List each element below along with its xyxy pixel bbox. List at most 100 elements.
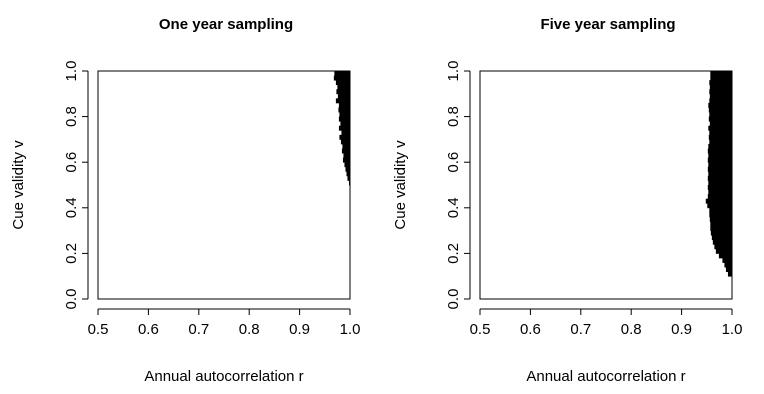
region-cell bbox=[341, 130, 350, 136]
region-cell bbox=[708, 189, 732, 195]
region-cell bbox=[710, 75, 732, 81]
region-cell bbox=[346, 171, 350, 177]
x-tick-label: 0.8 bbox=[239, 321, 260, 338]
x-tick-label: 0.7 bbox=[188, 321, 209, 338]
x-tick-label: 0.9 bbox=[289, 321, 310, 338]
region-cell bbox=[707, 148, 732, 154]
y-tick-label: 0.0 bbox=[63, 289, 80, 310]
region-cell bbox=[707, 166, 732, 172]
region-cell bbox=[708, 125, 732, 131]
region-cell bbox=[711, 235, 732, 241]
region-cell bbox=[724, 262, 732, 268]
region-cell bbox=[718, 253, 732, 259]
x-tick-label: 0.6 bbox=[138, 321, 159, 338]
region-cell bbox=[712, 239, 732, 245]
region-cell bbox=[709, 139, 732, 145]
y-tick-label: 0.4 bbox=[63, 197, 80, 218]
region-cell bbox=[715, 248, 732, 254]
x-tick-label: 0.6 bbox=[520, 321, 541, 338]
region-cell bbox=[343, 153, 350, 159]
x-tick-label: 1.0 bbox=[340, 321, 361, 338]
region-cell bbox=[335, 80, 350, 86]
region-cell bbox=[340, 121, 350, 127]
region-cell bbox=[709, 121, 732, 127]
region-cell bbox=[338, 116, 350, 122]
y-tick-label: 0.8 bbox=[445, 106, 462, 127]
x-tick-label: 0.9 bbox=[671, 321, 692, 338]
region-cell bbox=[709, 212, 732, 218]
region-cell bbox=[342, 143, 350, 149]
region-cell bbox=[341, 148, 350, 154]
region-cell bbox=[708, 171, 732, 177]
region-cell bbox=[709, 89, 732, 95]
region-cell bbox=[340, 139, 350, 145]
y-tick-label: 0.4 bbox=[445, 197, 462, 218]
region-cell bbox=[333, 75, 350, 81]
region-cell bbox=[708, 102, 732, 108]
y-tick-label: 1.0 bbox=[63, 61, 80, 82]
y-tick-label: 0.8 bbox=[63, 106, 80, 127]
region-cell bbox=[710, 226, 732, 231]
y-tick-label: 0.2 bbox=[63, 243, 80, 264]
x-axis-label: Annual autocorrelation r bbox=[526, 368, 685, 385]
region-cell bbox=[707, 157, 732, 163]
region-cell bbox=[709, 93, 732, 99]
region-cell bbox=[338, 125, 350, 131]
x-tick-label: 0.5 bbox=[470, 321, 491, 338]
region-cell bbox=[708, 180, 732, 186]
chart-title: Five year sampling bbox=[540, 16, 675, 33]
region-cell bbox=[342, 157, 350, 163]
y-tick-label: 0.2 bbox=[445, 243, 462, 264]
region-cell bbox=[708, 162, 732, 168]
x-tick-label: 0.8 bbox=[621, 321, 642, 338]
panel-five-year: Five year sampling 0.5 0.6 0.7 0.8 0.9 1.0 0.0 0… bbox=[382, 0, 764, 394]
plot-frame bbox=[479, 70, 733, 300]
region-cell bbox=[705, 198, 732, 204]
region-cell bbox=[722, 257, 732, 263]
chart-svg: Five year sampling 0.5 0.6 0.7 0.8 0.9 1.0 0.0 0… bbox=[392, 16, 743, 385]
chart-title: One year sampling bbox=[159, 16, 293, 33]
region-cell bbox=[347, 175, 350, 181]
region-cell bbox=[707, 194, 732, 200]
region-cell bbox=[709, 130, 732, 136]
y-tick-label: 0.0 bbox=[445, 289, 462, 310]
region-cell bbox=[709, 80, 732, 86]
region-cell bbox=[707, 185, 732, 190]
chart-svg: One year sampling 0.5 0.6 0.7 0.8 0.9 1.0 0.0 0.… bbox=[10, 16, 361, 385]
region-cell bbox=[345, 166, 350, 172]
y-tick-label: 0.6 bbox=[63, 152, 80, 173]
region-cell bbox=[714, 244, 732, 250]
region-cell bbox=[709, 98, 732, 104]
region-cell bbox=[708, 116, 732, 122]
region-cell bbox=[344, 162, 350, 168]
y-tick-label: 0.6 bbox=[445, 152, 462, 173]
region-cell bbox=[709, 207, 732, 213]
x-tick-label: 1.0 bbox=[722, 321, 743, 338]
region-cell bbox=[337, 93, 350, 99]
region-cell bbox=[336, 89, 350, 95]
panel-one-year: One year sampling 0.5 0.6 0.7 0.8 0.9 1.0 0.0 0.… bbox=[10, 16, 361, 385]
region-cell bbox=[708, 107, 732, 113]
region-cell bbox=[708, 134, 732, 140]
region-cell bbox=[727, 271, 732, 277]
x-axis-label: Annual autocorrelation r bbox=[144, 368, 303, 385]
region-cell bbox=[337, 84, 350, 90]
region-cell bbox=[334, 71, 350, 76]
region-cell bbox=[348, 180, 350, 186]
region-cell bbox=[725, 267, 732, 273]
region-cell bbox=[335, 98, 350, 104]
region-cell bbox=[339, 134, 350, 140]
region-cell bbox=[338, 102, 350, 108]
y-axis-label: Cue validity v bbox=[392, 140, 409, 230]
region-cell bbox=[710, 71, 732, 76]
region-cell bbox=[338, 107, 350, 113]
region-cell bbox=[707, 203, 732, 209]
region-cell bbox=[709, 84, 732, 90]
plot-frame bbox=[97, 70, 351, 300]
region-cell bbox=[710, 221, 732, 227]
region-cell bbox=[709, 216, 732, 222]
x-tick-label: 0.5 bbox=[88, 321, 109, 338]
region-cell bbox=[339, 112, 350, 117]
region-cell bbox=[710, 230, 732, 236]
region-cell bbox=[707, 175, 732, 181]
